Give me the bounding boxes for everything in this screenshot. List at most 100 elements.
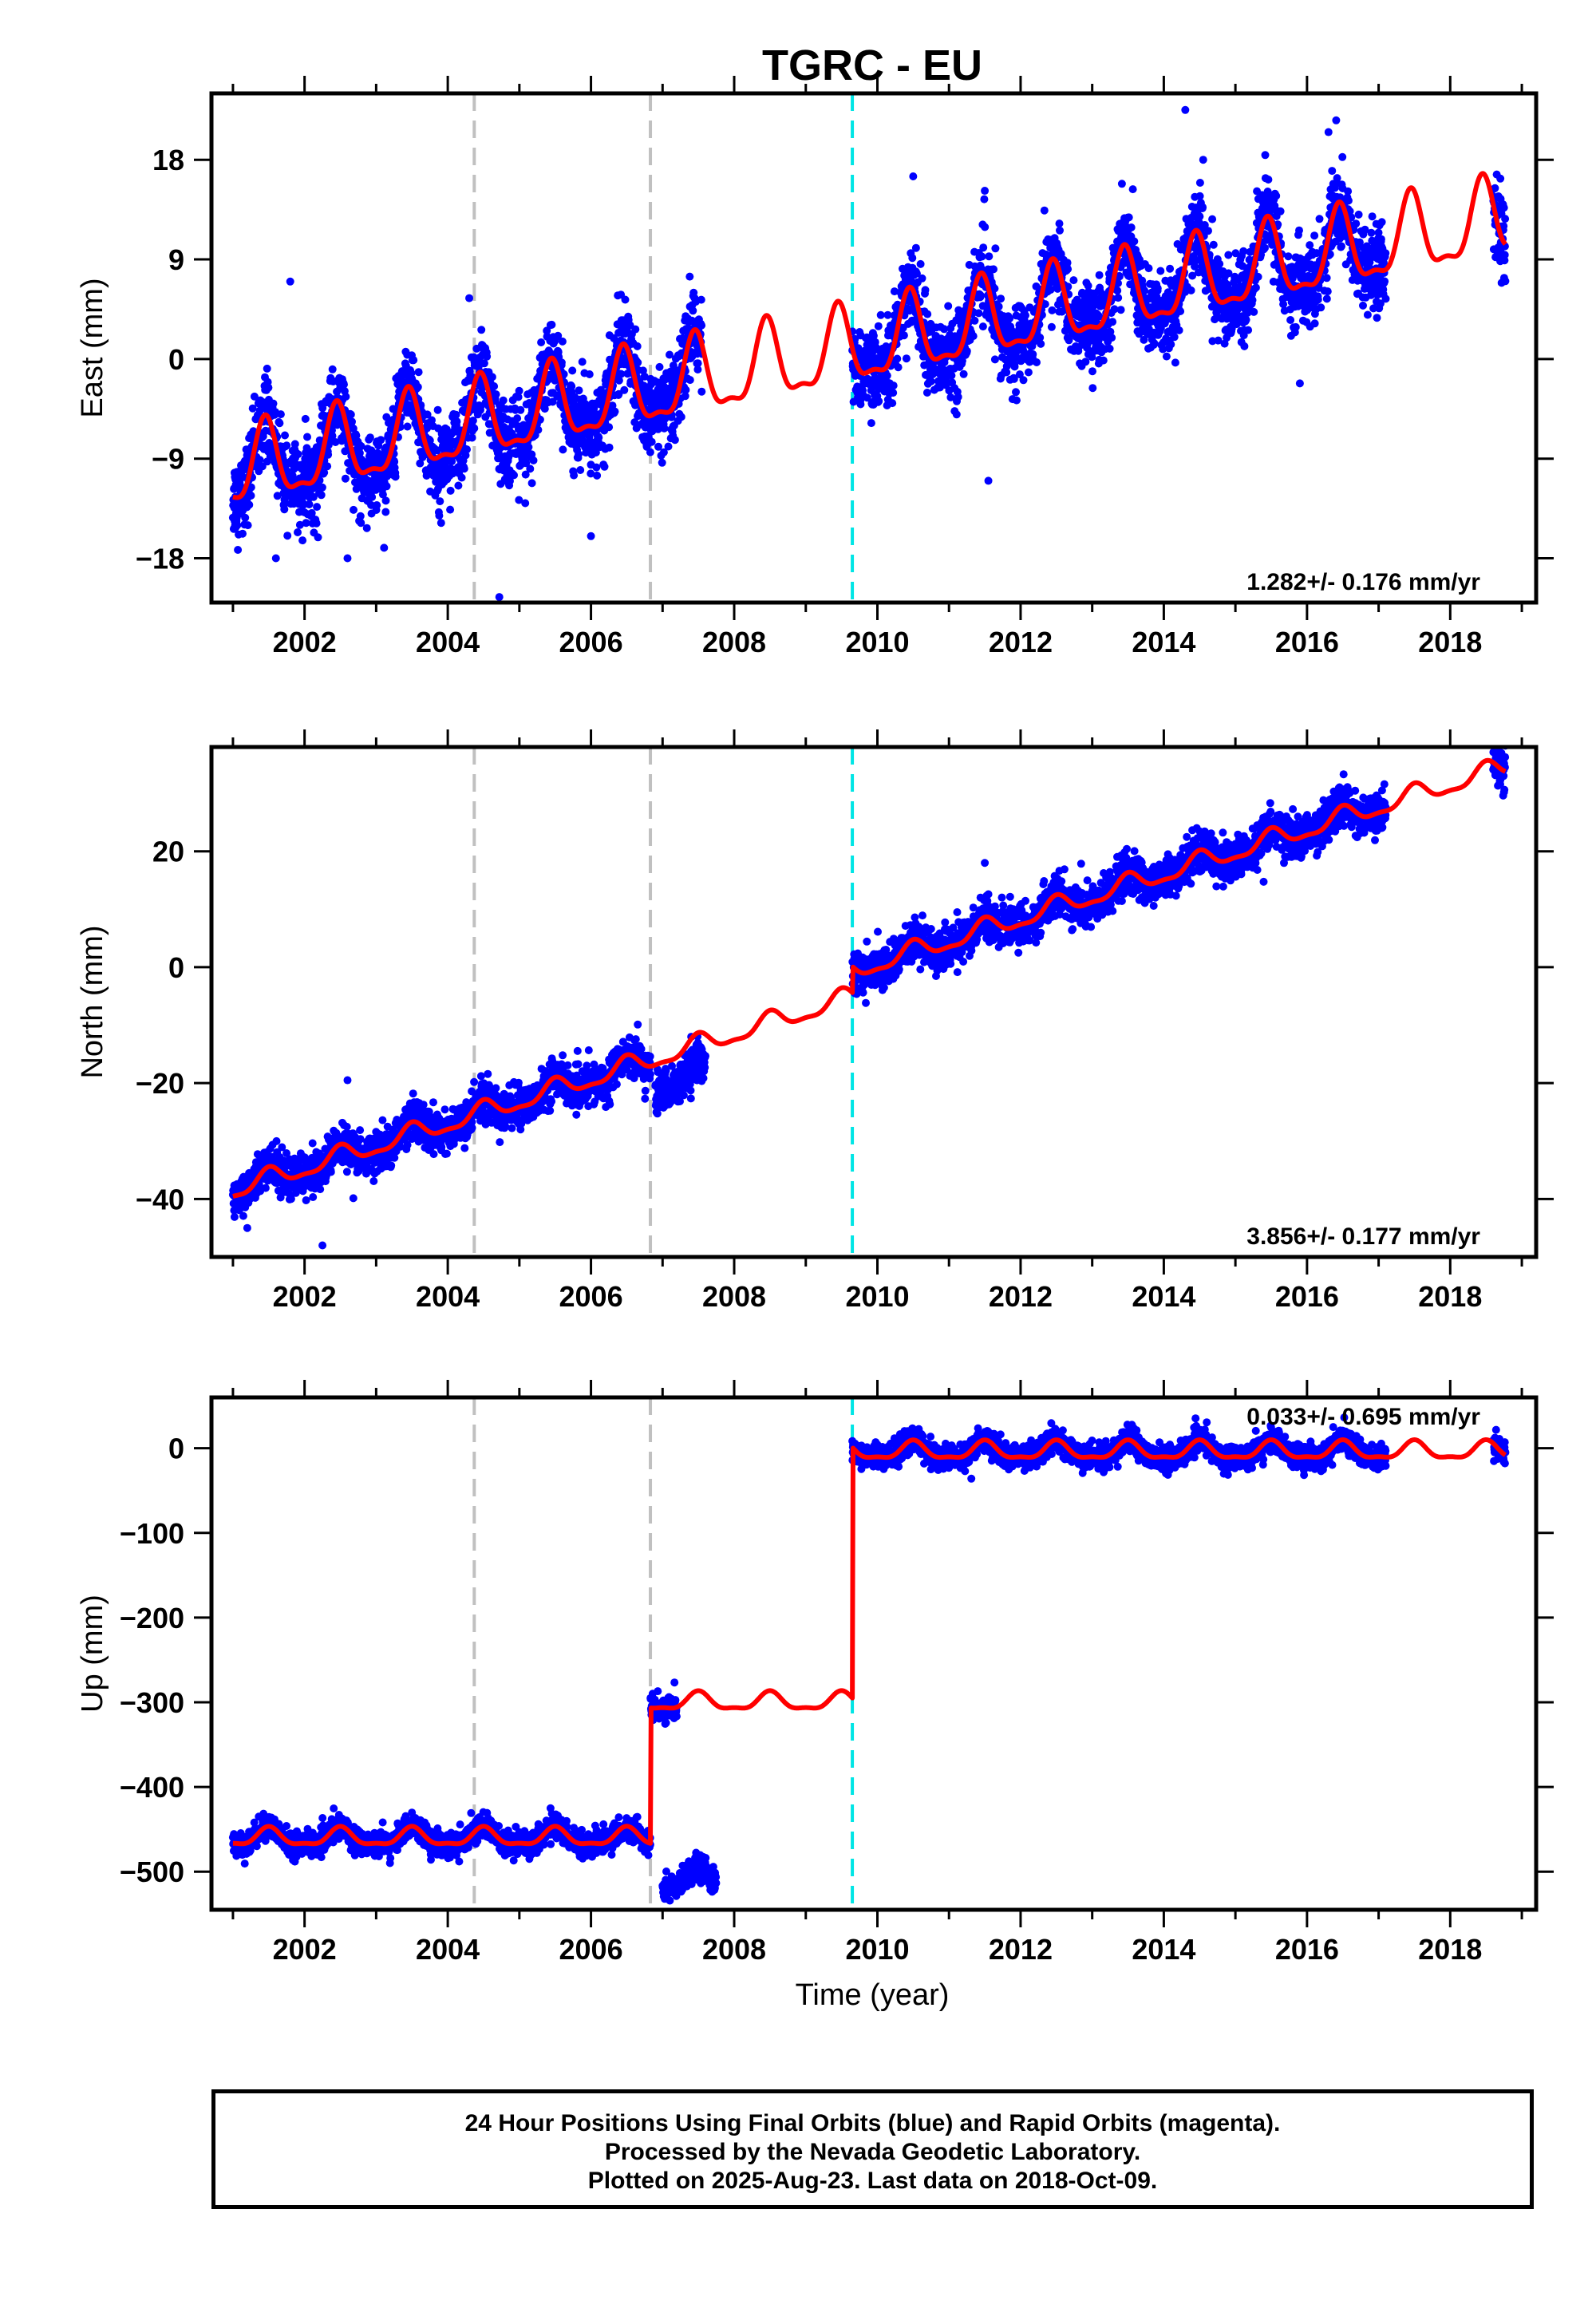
data-point [1344,196,1353,205]
data-point [377,436,385,445]
x-tick-label: 2014 [1132,626,1195,658]
data-point [621,295,630,304]
data-point [294,528,302,536]
data-point [1029,350,1037,358]
data-point [669,362,678,370]
data-point [990,284,999,293]
data-point [923,310,932,318]
data-point [391,472,400,481]
data-point [1019,376,1028,385]
data-point-outlier [1328,167,1337,176]
data-point [997,294,1005,303]
data-point [1322,274,1331,283]
data-point [1113,287,1122,295]
data-point [1064,283,1073,291]
data-point [1295,226,1303,235]
data-point [926,377,935,385]
data-point [978,322,987,331]
data-point [340,380,348,389]
data-point [1352,219,1361,228]
data-point [1128,185,1137,194]
data-point [1140,287,1149,295]
data-point [281,431,289,440]
data-point [1095,271,1104,279]
data-point [1315,215,1324,223]
data-point [367,500,376,509]
data-point [446,486,455,495]
data-point [362,524,371,532]
data-point-outlier [1181,105,1190,114]
data-point [1114,294,1123,302]
data-point [230,1212,239,1221]
data-point [681,392,689,401]
data-point [697,295,705,304]
data-point [490,382,499,390]
data-point [1224,251,1233,259]
data-point [1144,264,1153,273]
data-point [477,326,486,334]
data-point [245,500,254,509]
data-point [348,417,356,426]
data-point [1310,231,1319,240]
data-point [1317,303,1325,312]
data-point [320,468,329,477]
data-point [457,473,466,482]
data-point [1048,306,1057,314]
data-point [346,410,355,419]
data-point [610,407,619,416]
data-point [526,464,535,473]
data-point [1250,307,1258,316]
data-point [463,445,471,454]
x-tick-label: 2012 [989,626,1053,658]
data-point [1367,228,1376,237]
data-point [1499,204,1508,212]
data-point [1240,342,1249,350]
data-point [433,405,442,414]
data-point [1368,212,1377,221]
data-point [869,331,878,340]
data-point [959,370,968,378]
data-point [416,459,425,468]
data-point [946,393,955,401]
data-point [969,332,978,341]
data-point [318,404,327,413]
data-point [309,1193,318,1201]
data-point [326,1168,335,1176]
plot-area-north [228,747,1510,1257]
data-point [570,471,579,480]
data-point [587,469,595,478]
data-point [295,520,304,529]
data-point [264,383,273,392]
data-point [978,252,986,261]
data-point [317,491,326,500]
data-point [537,338,546,346]
data-point [323,462,332,471]
data-point-outlier [465,294,474,302]
data-point [1377,235,1385,243]
data-point [409,356,418,365]
data-point [1333,174,1341,183]
data-point [592,463,601,472]
data-point [976,291,985,299]
data-point [522,459,531,468]
data-point [357,519,365,528]
data-point [918,274,926,283]
data-point [874,322,883,330]
data-point [1036,334,1045,342]
data-point [863,393,871,402]
data-point [677,413,685,421]
data-point [1338,152,1347,161]
data-point [1117,180,1126,188]
data-point [620,385,629,394]
data-point [908,254,917,263]
data-point [243,521,252,530]
data-point [576,466,585,474]
data-point [916,259,925,268]
data-point [290,440,299,449]
data-point [1002,368,1011,377]
data-point [1105,344,1114,353]
data-point [506,476,514,485]
data-point [483,352,492,361]
data-point [990,355,999,364]
